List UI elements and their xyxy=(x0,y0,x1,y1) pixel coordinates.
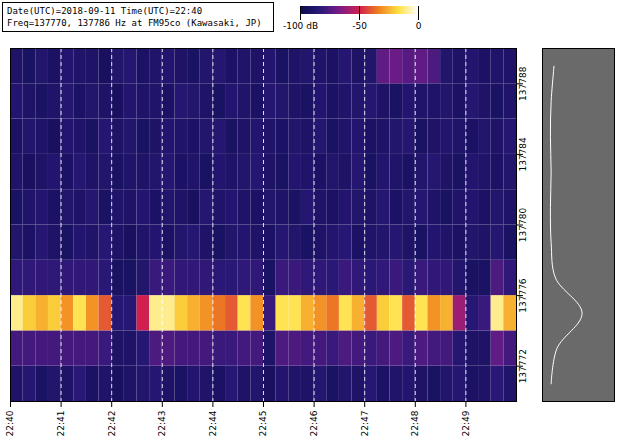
html-text:Freq=137770, 137786 Hz at FM95: Freq=137770, 137786 Hz at FM95co (Kawasa… xyxy=(7,18,262,28)
svg-text:137776: 137776 xyxy=(518,278,528,313)
svg-text:22:46: 22:46 xyxy=(309,410,319,436)
svg-text:137784: 137784 xyxy=(518,137,528,172)
svg-text:22:41: 22:41 xyxy=(56,411,66,437)
svg-text:22:40: 22:40 xyxy=(5,410,15,436)
svg-text:-100 dB: -100 dB xyxy=(283,21,318,31)
svg-text:22:42: 22:42 xyxy=(107,411,117,437)
svg-text:22:45: 22:45 xyxy=(258,411,268,437)
svg-text:22:44: 22:44 xyxy=(208,410,218,436)
html-text:Date(UTC)=2018-09-11 Time(UTC): Date(UTC)=2018-09-11 Time(UTC)=22:40 xyxy=(7,6,203,16)
svg-text:-50: -50 xyxy=(352,21,367,31)
svg-text:137780: 137780 xyxy=(518,208,528,243)
svg-text:22:49: 22:49 xyxy=(461,410,471,436)
svg-text:137788: 137788 xyxy=(518,66,528,101)
svg-text:22:43: 22:43 xyxy=(157,411,167,437)
svg-text:137772: 137772 xyxy=(518,349,528,383)
svg-text:0: 0 xyxy=(416,21,422,31)
svg-text:22:47: 22:47 xyxy=(360,411,370,437)
svg-text:22:48: 22:48 xyxy=(410,410,420,436)
